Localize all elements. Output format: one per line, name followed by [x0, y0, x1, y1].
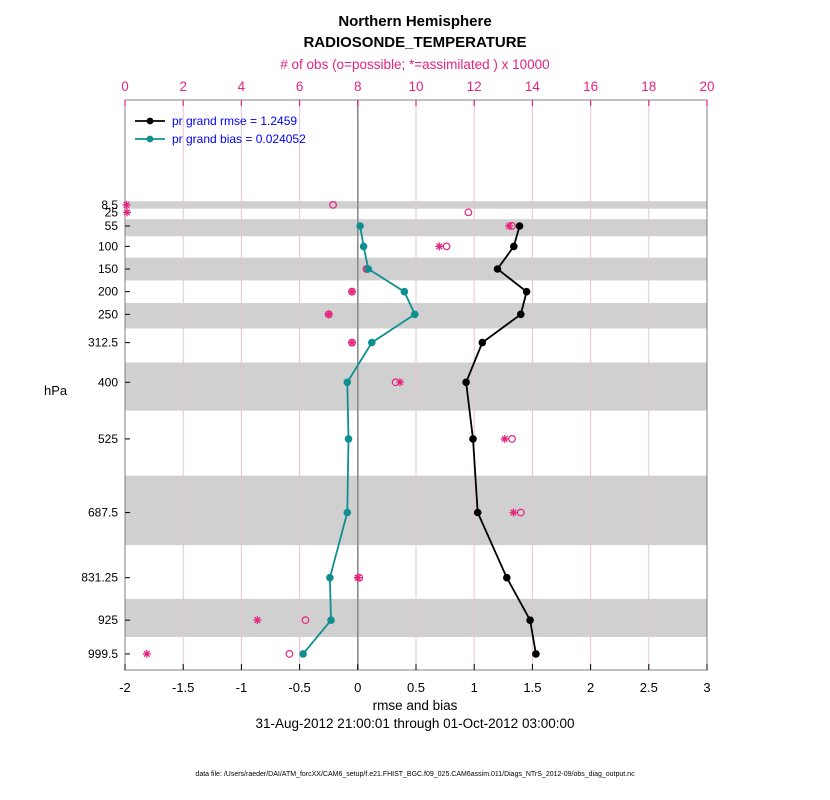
assimilated-obs-marker — [435, 242, 444, 251]
bias-line — [302, 225, 416, 655]
assimilated-obs-marker — [253, 616, 262, 625]
x-tick-label: 0 — [354, 680, 361, 695]
top-tick-label: 4 — [238, 79, 246, 94]
x-tick-label: 0.5 — [407, 680, 425, 695]
x-tick-label: 1.5 — [523, 680, 541, 695]
x-tick-label: 3 — [703, 680, 710, 695]
bias-point — [364, 265, 373, 273]
x-tick-label: -2 — [119, 680, 131, 695]
y-tick-label: 55 — [105, 219, 119, 233]
rmse-point — [510, 242, 518, 251]
top-tick-label: 10 — [408, 79, 423, 94]
rmse-point — [462, 378, 470, 387]
bias-point — [400, 287, 409, 296]
legend-label-rmse: pr grand rmse = 1.2459 — [172, 114, 298, 128]
top-tick-label: 16 — [583, 79, 598, 94]
legend: pr grand rmse = 1.2459 pr grand bias = 0… — [134, 114, 306, 146]
bias-point — [343, 378, 352, 387]
possible-obs-marker — [285, 650, 294, 658]
rmse-line — [465, 225, 537, 655]
bias-point — [368, 338, 376, 347]
legend-entry-rmse: pr grand rmse = 1.2459 — [134, 114, 306, 128]
rmse-point — [473, 508, 482, 517]
y-tick-label: 831.25 — [81, 571, 118, 585]
top-tick-label: 18 — [641, 79, 656, 94]
rmse-point — [526, 616, 534, 624]
x-tick-label: -1.5 — [172, 680, 194, 695]
chart-subtitle: RADIOSONDE_TEMPERATURE — [303, 34, 527, 51]
chart-title: Northern Hemisphere — [338, 13, 492, 30]
assimilated-obs-marker — [505, 221, 514, 230]
y-tick-label: 150 — [98, 262, 118, 276]
bias-point — [299, 650, 307, 658]
legend-label-bias: pr grand bias = 0.024052 — [172, 132, 306, 146]
y-tick-label: 250 — [98, 307, 118, 321]
assimilated-obs-marker — [142, 649, 151, 658]
date-range-label: 31-Aug-2012 21:00:01 through 01-Oct-2012… — [255, 716, 575, 731]
x-tick-label: 2 — [587, 680, 594, 695]
bias-point — [359, 242, 368, 251]
assimilated-obs-marker — [122, 200, 131, 209]
bias-point — [327, 616, 335, 624]
y-tick-label: 999.5 — [88, 647, 118, 661]
possible-obs-marker — [329, 200, 337, 209]
bias-point — [356, 222, 364, 230]
legend-entry-bias: pr grand bias = 0.024052 — [134, 132, 306, 146]
assimilated-obs-marker — [395, 378, 404, 387]
top-tick-label: 20 — [699, 79, 714, 94]
possible-obs-marker — [508, 435, 516, 443]
possible-obs-marker — [442, 242, 451, 251]
possible-obs-marker — [301, 616, 310, 625]
rmse-point — [532, 650, 540, 658]
top-axis-label: # of obs (o=possible; *=assimilated ) x … — [280, 57, 550, 72]
x-tick-label: -1 — [236, 680, 248, 695]
y-tick-label: 687.5 — [88, 506, 118, 520]
assimilated-obs-marker — [353, 573, 362, 582]
assimilated-obs-marker — [509, 508, 518, 517]
y-tick-label: 925 — [98, 613, 118, 627]
top-tick-label: 12 — [467, 79, 482, 94]
y-tick-label: 200 — [98, 285, 118, 299]
x-tick-label: 2.5 — [640, 680, 658, 695]
x-tick-label: 1 — [471, 680, 478, 695]
y-axis-label: hPa — [44, 383, 68, 398]
y-tick-label: 525 — [98, 432, 118, 446]
y-tick-label: 25 — [105, 205, 119, 219]
rmse-point — [503, 573, 511, 582]
bottom-axis-label: rmse and bias — [372, 698, 458, 713]
bias-point — [343, 508, 352, 517]
assimilated-obs-marker — [347, 338, 356, 347]
legend-swatch-rmse-icon — [135, 117, 165, 125]
rmse-point — [469, 435, 477, 443]
top-tick-label: 0 — [121, 79, 129, 94]
rmse-point — [515, 222, 524, 230]
rmse-point — [517, 310, 525, 319]
top-tick-label: 14 — [525, 79, 541, 94]
rmse-point — [522, 287, 531, 296]
y-tick-label: 400 — [98, 375, 118, 389]
assimilated-obs-marker — [347, 287, 356, 296]
y-tick-label: 312.5 — [88, 336, 118, 350]
assimilated-obs-marker — [123, 208, 132, 217]
y-tick-label: 100 — [98, 239, 118, 253]
possible-obs-marker — [464, 208, 473, 217]
assimilated-obs-marker — [500, 434, 509, 443]
bias-point — [326, 573, 334, 582]
x-tick-label: -0.5 — [288, 680, 310, 695]
y-tick-label: 8.5 — [101, 198, 118, 212]
top-tick-label: 8 — [354, 79, 362, 94]
top-tick-label: 6 — [296, 79, 304, 94]
data-file-path: data file: /Users/raeder/DAI/ATM_forcXX/… — [195, 771, 635, 778]
legend-swatch-bias-icon — [135, 135, 165, 143]
rmse-point — [478, 338, 487, 347]
top-tick-label: 2 — [179, 79, 187, 94]
bias-point — [344, 435, 353, 443]
assimilated-obs-marker — [324, 310, 333, 319]
bias-point — [411, 310, 419, 319]
rmse-point — [493, 265, 502, 273]
